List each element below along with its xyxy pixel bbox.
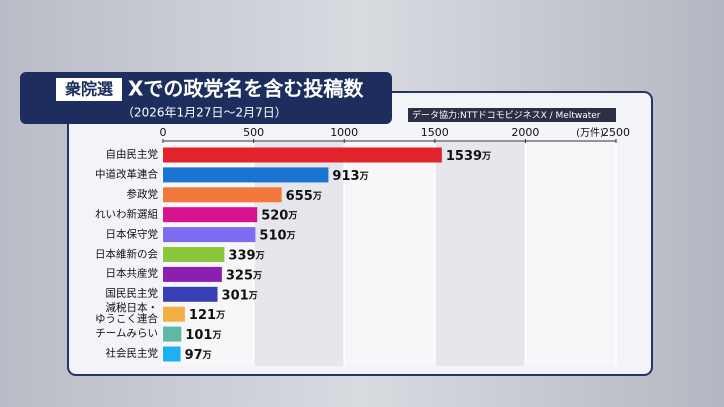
value-label: 510万 [259,228,295,243]
category-label: 日本維新の会 [95,248,158,260]
grid-band [344,142,435,366]
x-tick-label: 500 [243,126,264,139]
bar [163,346,181,362]
source-box [408,108,616,122]
category-label: 中道改革連合 [95,168,158,181]
value-label: 913万 [332,168,368,183]
chart-subtitle: （2026年1月27日～2月7日） [122,106,287,120]
x-tick-label: 1000 [330,126,358,139]
category-label: 自由民主党 [105,148,159,161]
value-label: 1539万 [446,149,491,164]
category-label: 減税日本・ ゆうこく連合 [95,302,158,326]
x-tick-label: 0 [160,126,167,139]
bar [163,266,222,282]
bar [163,286,218,302]
bar [163,167,329,183]
bar [163,306,185,322]
value-label: 520万 [261,208,297,223]
value-label: 339万 [228,248,264,263]
tag: 衆院選 [65,80,113,99]
value-label: 97万 [185,348,212,363]
value-label: 121万 [189,308,225,323]
x-tick-label: 2000 [511,126,539,139]
bar [163,227,256,243]
x-tick-label: 1500 [421,126,449,139]
category-label: チームみらい [95,327,158,340]
source: データ協力:NTTドコモビジネスX / Meltwater [412,109,601,121]
chart-title: Xでの政党名を含む投稿数 [128,77,364,101]
unit-label: (万件) [576,127,604,139]
grid-band [525,142,616,366]
value-label: 301万 [222,288,258,303]
bar [163,247,225,262]
value-label: 655万 [286,188,322,203]
grid-band [434,142,526,366]
category-label: 社会民主党 [105,347,159,360]
category-label: 国民民主党 [105,287,159,300]
bar [163,147,442,163]
tag-box [56,78,122,101]
x-tick-label: 2500 [602,126,630,139]
value-label: 101万 [185,328,221,343]
bar [163,326,182,342]
category-label: 参政党 [126,188,159,201]
bar [163,207,258,223]
bar [163,187,282,203]
value-label: 325万 [226,268,262,283]
category-label: 日本保守党 [105,228,159,241]
category-label: 日本共産党 [105,267,159,280]
category-label: れいわ新選組 [95,208,158,221]
